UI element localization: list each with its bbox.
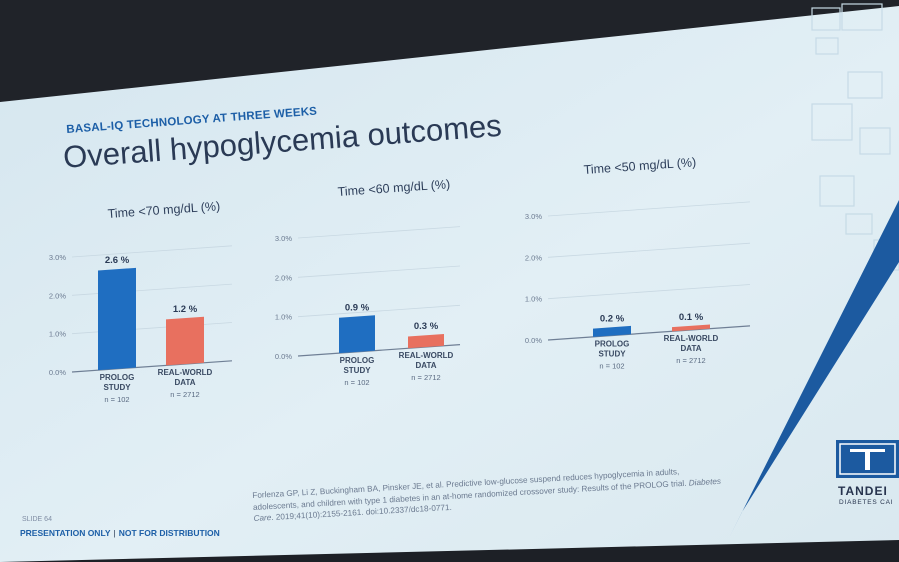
data-label: 0.9 % (345, 302, 370, 313)
bar-real-world (166, 316, 204, 366)
y-tick-label: 1.0% (49, 330, 66, 339)
n-label: n = 2712 (170, 390, 199, 399)
data-label: 0.2 % (600, 313, 625, 324)
category-label: REAL-WORLD (664, 334, 719, 343)
n-label: n = 2712 (411, 373, 440, 382)
n-label: n = 102 (599, 362, 624, 371)
data-label: 0.1 % (679, 312, 704, 323)
data-label: 1.2 % (173, 304, 198, 315)
gridline (297, 265, 461, 278)
x-axis-baseline (71, 360, 233, 373)
category-label: DATA (174, 378, 195, 387)
y-tick-label: 1.0% (525, 295, 542, 304)
blue-accent-wedge (730, 200, 899, 536)
gridline (71, 322, 233, 335)
category-label: DATA (680, 344, 701, 353)
y-tick-label: 0.0% (49, 368, 66, 377)
category-label: STUDY (598, 350, 626, 359)
bar-prolog (339, 315, 375, 354)
bar-real-world (672, 324, 710, 332)
bar-real-world (408, 333, 444, 349)
footer: PRESENTATION ONLY | NOT FOR DISTRIBUTION (20, 528, 220, 538)
gridline (297, 226, 461, 239)
gridline (547, 201, 751, 217)
footer-left: PRESENTATION ONLY (20, 528, 111, 538)
gridline (71, 245, 233, 258)
gridline (547, 284, 751, 300)
y-tick-label: 0.0% (275, 352, 292, 361)
y-tick-label: 3.0% (525, 212, 542, 221)
y-tick-label: 0.0% (525, 336, 542, 345)
slide-number: SLIDE 64 (22, 516, 52, 523)
n-label: n = 102 (344, 378, 369, 387)
y-tick-label: 1.0% (275, 313, 292, 322)
category-label: PROLOG (100, 373, 135, 382)
y-tick-label: 3.0% (275, 234, 292, 243)
bar-prolog (98, 267, 136, 371)
footer-right: NOT FOR DISTRIBUTION (118, 528, 220, 538)
category-label: STUDY (103, 383, 131, 392)
y-tick-label: 2.0% (525, 253, 542, 262)
data-label: 0.3 % (414, 321, 439, 332)
gridline (71, 283, 233, 296)
category-label: STUDY (343, 366, 371, 375)
tandem-t-icon (839, 443, 896, 475)
gridline (297, 304, 461, 318)
brand-name: TANDEI (838, 484, 888, 498)
y-tick-label: 2.0% (49, 291, 66, 300)
y-tick-label: 2.0% (275, 273, 292, 282)
category-label: REAL-WORLD (158, 368, 213, 377)
category-label: PROLOG (340, 356, 375, 365)
gridline (547, 242, 751, 258)
tandem-logo (836, 440, 899, 478)
category-label: REAL-WORLD (399, 351, 454, 360)
chart-title: Time <50 mg/dL (%) (583, 155, 696, 177)
brand-subtitle: DIABETES CAI (839, 499, 894, 506)
data-label: 2.6 % (105, 255, 130, 266)
footer-separator: | (113, 528, 116, 538)
n-label: n = 102 (104, 395, 129, 404)
n-label: n = 2712 (676, 356, 705, 365)
category-label: DATA (415, 361, 436, 370)
chart-title: Time <60 mg/dL (%) (337, 177, 450, 199)
category-label: PROLOG (595, 340, 630, 349)
chart-title: Time <70 mg/dL (%) (107, 199, 220, 221)
y-tick-label: 3.0% (49, 253, 66, 262)
x-axis-baseline (547, 325, 751, 341)
bar-prolog (593, 325, 631, 337)
